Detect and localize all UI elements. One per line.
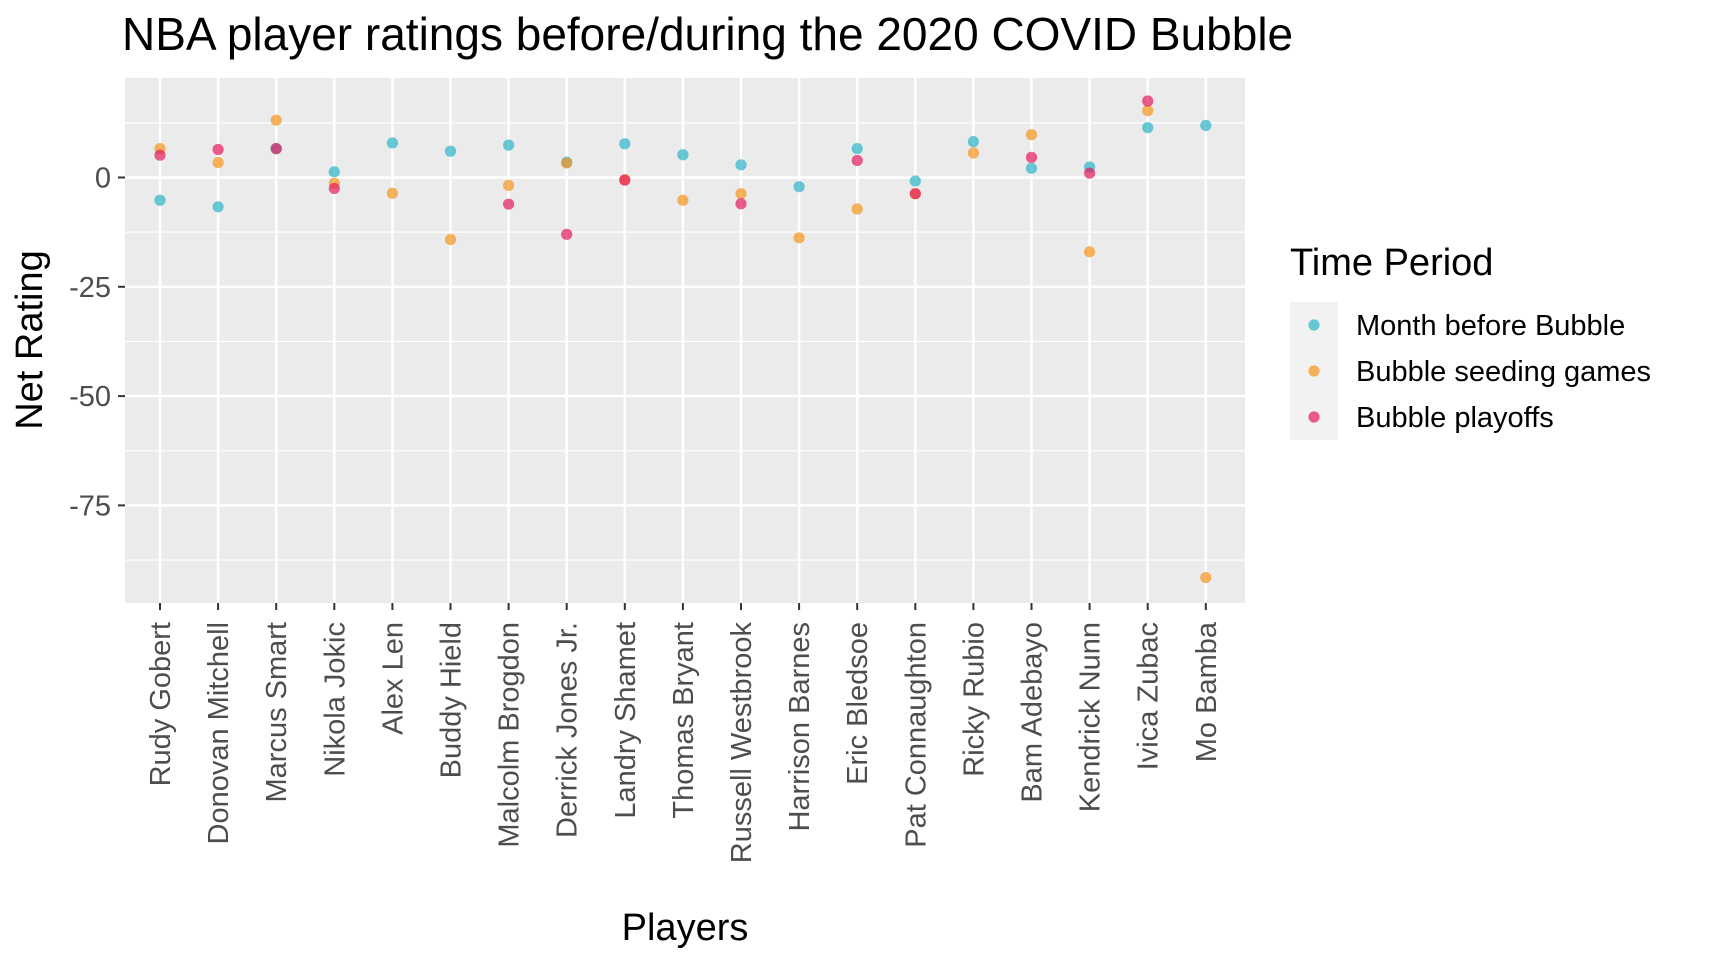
data-point xyxy=(1200,119,1212,132)
data-point xyxy=(154,149,166,161)
data-point xyxy=(735,188,747,200)
data-point xyxy=(561,228,573,240)
data-point xyxy=(909,188,921,200)
data-point xyxy=(793,232,805,244)
data-point xyxy=(212,143,224,156)
legend-key xyxy=(1308,319,1320,331)
legend-key xyxy=(1308,411,1320,423)
x-tick-label: Pat Connaughton xyxy=(900,622,932,848)
x-tick-label: Nikola Jokic xyxy=(319,622,351,777)
data-point xyxy=(735,198,747,210)
data-point xyxy=(444,233,457,246)
x-tick-label: Landry Shamet xyxy=(610,622,642,819)
data-point xyxy=(212,201,224,213)
x-tick-label: Alex Len xyxy=(377,622,409,735)
data-point xyxy=(1084,246,1096,258)
x-tick-label: Mo Bamba xyxy=(1191,621,1223,762)
data-point xyxy=(793,181,805,193)
x-tick-label: Derrick Jones Jr. xyxy=(552,622,584,838)
data-point xyxy=(328,182,340,195)
legend-label: Month before Bubble xyxy=(1356,310,1625,342)
x-axis-title: Players xyxy=(622,907,749,949)
legend-key xyxy=(1308,365,1320,377)
data-point xyxy=(444,145,457,157)
chart-title: NBA player ratings before/during the 202… xyxy=(122,8,1293,60)
major-gridlines xyxy=(125,78,1245,603)
minor-gridlines xyxy=(125,122,1245,561)
data-point xyxy=(1084,167,1096,179)
data-point xyxy=(1142,105,1154,117)
y-tick-label: -50 xyxy=(69,381,111,413)
y-axis-title: Net Rating xyxy=(9,250,51,430)
x-tick-label: Thomas Bryant xyxy=(668,622,700,819)
y-axis: 0 -25 -50 -75 xyxy=(69,163,125,522)
x-tick-label: Rudy Gobert xyxy=(145,622,177,786)
data-point xyxy=(1025,151,1038,163)
data-point xyxy=(212,157,224,169)
data-point xyxy=(677,149,689,161)
data-point xyxy=(851,154,863,167)
x-tick-label: Malcolm Brogdon xyxy=(494,622,526,848)
data-point xyxy=(851,203,863,215)
data-points xyxy=(154,95,1212,584)
data-point xyxy=(328,166,340,178)
x-tick-label: Eric Bledsoe xyxy=(842,622,874,785)
legend-label: Bubble playoffs xyxy=(1356,402,1554,434)
x-tick-label: Harrison Barnes xyxy=(784,622,816,832)
data-point xyxy=(1025,129,1038,141)
data-point xyxy=(909,175,921,187)
legend-label: Bubble seeding games xyxy=(1356,356,1651,388)
plot-panel xyxy=(125,78,1245,603)
data-point xyxy=(386,187,398,199)
data-point xyxy=(561,157,573,169)
x-tick-label: Marcus Smart xyxy=(261,622,293,802)
data-point xyxy=(503,198,515,210)
data-point xyxy=(386,137,398,149)
data-point xyxy=(677,194,689,206)
y-tick-label: 0 xyxy=(95,163,111,195)
data-point xyxy=(1142,95,1154,107)
legend: Time Period Month before Bubble Bubble se… xyxy=(1290,242,1651,440)
data-point xyxy=(1200,571,1212,584)
data-point xyxy=(619,174,631,186)
y-tick-label: -25 xyxy=(69,272,111,304)
x-tick-label: Bam Adebayo xyxy=(1017,622,1049,803)
y-tick-label: -75 xyxy=(69,490,111,522)
data-point xyxy=(154,194,166,206)
data-point xyxy=(967,136,980,148)
legend-title: Time Period xyxy=(1290,242,1493,284)
data-point xyxy=(1025,162,1038,174)
data-point xyxy=(735,159,747,171)
x-tick-label: Ivica Zubac xyxy=(1133,622,1165,770)
x-tick-label: Ricky Rubio xyxy=(958,622,990,777)
data-point xyxy=(1142,122,1154,134)
x-tick-label: Kendrick Nunn xyxy=(1075,622,1107,812)
data-point xyxy=(503,179,515,191)
data-point xyxy=(619,138,631,150)
data-point xyxy=(503,139,515,151)
x-tick-label: Russell Westbrook xyxy=(726,622,758,864)
data-point xyxy=(967,147,980,159)
data-point xyxy=(851,143,863,155)
x-tick-label: Buddy Hield xyxy=(436,622,468,778)
data-point xyxy=(270,143,282,155)
data-point xyxy=(270,114,282,126)
x-axis: Rudy Gobert Donovan Mitchell Marcus Smart N… xyxy=(145,603,1223,863)
x-tick-label: Donovan Mitchell xyxy=(203,622,235,844)
